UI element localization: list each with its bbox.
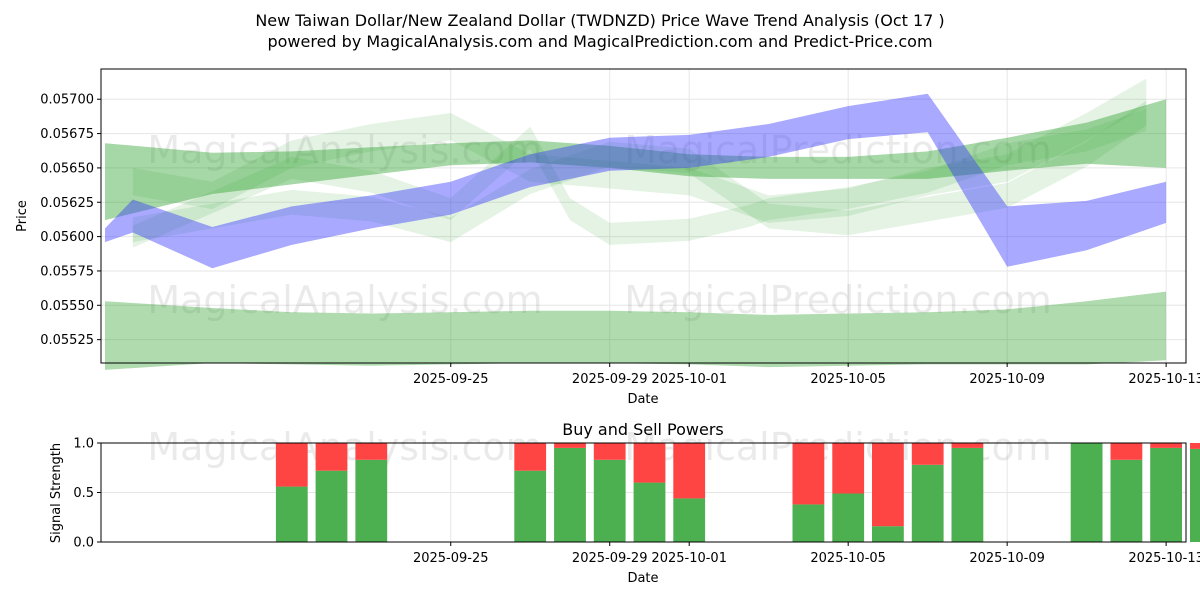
price-xtick-label: 2025-10-09 bbox=[969, 372, 1045, 387]
price-x-axis-label: Date bbox=[627, 392, 658, 407]
price-ytick-label: 0.05700 bbox=[40, 93, 94, 108]
buy-sell-xtick-label: 2025-10-01 bbox=[651, 551, 727, 566]
buy-bar bbox=[1150, 447, 1182, 542]
figure-title-line1: New Taiwan Dollar/New Zealand Dollar (TW… bbox=[255, 11, 944, 30]
price-ytick-label: 0.05650 bbox=[40, 161, 94, 176]
buy-bar bbox=[315, 470, 348, 542]
watermark-group-top: MagicalAnalysis.com MagicalPrediction.co… bbox=[147, 128, 1051, 322]
price-plot-frame bbox=[100, 68, 1187, 364]
buy-sell-y-ticks: 0.0 0.5 1.0 bbox=[73, 437, 101, 551]
series-band-green-wave-faint-3 bbox=[132, 108, 1147, 248]
price-y-ticks: 0.05525 0.05550 0.05575 0.05600 0.05625 0.056… bbox=[40, 93, 101, 348]
series-band-green-wave-faint-2 bbox=[132, 100, 1147, 243]
watermark-prediction-top1: MagicalPrediction.com bbox=[624, 128, 1052, 172]
buy-sell-y-axis-label: Signal Strength bbox=[49, 443, 64, 543]
sell-bar bbox=[951, 443, 984, 448]
buy-sell-ytick-label: 1.0 bbox=[73, 437, 94, 452]
buy-sell-ytick-label: 0.0 bbox=[73, 536, 94, 551]
price-xtick-label: 2025-09-29 bbox=[572, 372, 648, 387]
buy-bar bbox=[1070, 443, 1103, 542]
price-ytick-label: 0.05550 bbox=[40, 299, 94, 314]
watermark-analysis-top1: MagicalAnalysis.com bbox=[147, 128, 542, 172]
sell-bar bbox=[832, 443, 865, 494]
buy-sell-x-ticks: 2025-09-25 2025-09-29 2025-10-01 2025-10-05… bbox=[413, 542, 1200, 566]
buy-bar bbox=[951, 447, 984, 542]
series-band-green-wave-low bbox=[105, 291, 1167, 370]
sell-bar bbox=[1190, 443, 1200, 449]
sell-bar bbox=[315, 443, 348, 471]
price-wave-chart: MagicalAnalysis.com MagicalPrediction.co… bbox=[15, 68, 1200, 407]
price-xtick-label: 2025-09-25 bbox=[413, 372, 489, 387]
buy-bar bbox=[832, 493, 865, 542]
price-series bbox=[105, 78, 1167, 370]
price-ytick-label: 0.05625 bbox=[40, 196, 94, 211]
buy-bar bbox=[593, 459, 626, 542]
series-band-green-wave-main bbox=[105, 99, 1167, 221]
sell-bar bbox=[911, 443, 944, 465]
buy-bar bbox=[514, 470, 547, 542]
buy-sell-bars bbox=[275, 443, 1200, 542]
buy-bar bbox=[872, 526, 904, 542]
sell-bar bbox=[514, 443, 547, 471]
series-band-blue-wave bbox=[105, 93, 1167, 269]
sell-bar bbox=[1150, 443, 1182, 448]
price-ytick-label: 0.05525 bbox=[40, 333, 94, 348]
buy-bar bbox=[554, 447, 586, 542]
buy-bar bbox=[673, 498, 706, 542]
price-ytick-label: 0.05600 bbox=[40, 230, 94, 245]
buy-sell-title: Buy and Sell Powers bbox=[562, 420, 724, 439]
buy-bar bbox=[355, 459, 388, 542]
sell-bar bbox=[275, 443, 308, 487]
price-ytick-label: 0.05575 bbox=[40, 264, 94, 279]
watermark-analysis-top2: MagicalAnalysis.com bbox=[147, 278, 542, 322]
buy-bar bbox=[1110, 459, 1143, 542]
sell-bar bbox=[1110, 443, 1143, 460]
buy-sell-x-axis-label: Date bbox=[627, 571, 658, 586]
buy-sell-chart: Buy and Sell Powers MagicalAnalysis.com … bbox=[49, 420, 1200, 586]
figure-title-line2: powered by MagicalAnalysis.com and Magic… bbox=[267, 32, 932, 51]
buy-sell-xtick-label: 2025-09-29 bbox=[572, 551, 648, 566]
series-band-green-wave-faint-1 bbox=[132, 78, 1147, 223]
sell-bar bbox=[673, 443, 706, 499]
price-y-axis-label: Price bbox=[15, 200, 30, 232]
price-ytick-label: 0.05675 bbox=[40, 127, 94, 142]
buy-bar bbox=[911, 464, 944, 542]
buy-bar bbox=[275, 486, 308, 542]
watermark-prediction-top2: MagicalPrediction.com bbox=[624, 278, 1052, 322]
buy-sell-ytick-label: 0.5 bbox=[73, 486, 94, 501]
price-grid bbox=[101, 69, 1186, 363]
sell-bar bbox=[792, 443, 825, 505]
sell-bar bbox=[355, 443, 388, 460]
buy-sell-xtick-label: 2025-10-05 bbox=[810, 551, 886, 566]
buy-sell-xtick-label: 2025-10-09 bbox=[969, 551, 1045, 566]
buy-bar bbox=[1190, 448, 1200, 542]
sell-bar bbox=[554, 443, 586, 448]
sell-bar bbox=[872, 443, 904, 527]
price-xtick-label: 2025-10-01 bbox=[651, 372, 727, 387]
buy-bar bbox=[792, 504, 825, 542]
buy-bar bbox=[633, 482, 666, 542]
sell-bar bbox=[593, 443, 626, 460]
price-x-ticks: 2025-09-25 2025-09-29 2025-10-01 2025-10-05… bbox=[413, 363, 1200, 387]
buy-sell-xtick-label: 2025-10-13 bbox=[1128, 551, 1200, 566]
price-xtick-label: 2025-10-05 bbox=[810, 372, 886, 387]
buy-sell-xtick-label: 2025-09-25 bbox=[413, 551, 489, 566]
sell-bar bbox=[633, 443, 666, 483]
price-xtick-label: 2025-10-13 bbox=[1128, 372, 1200, 387]
